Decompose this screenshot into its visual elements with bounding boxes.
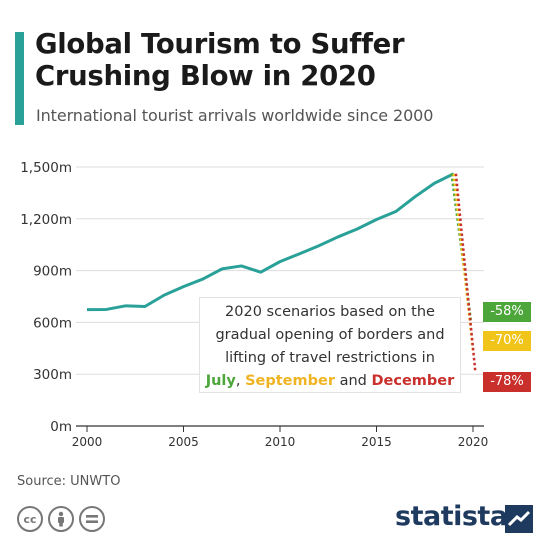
x-tick-label: 2010	[265, 435, 296, 449]
source-label: Source: UNWTO	[17, 474, 121, 489]
y-tick-label: 300m	[33, 367, 72, 383]
annotation-and: and	[334, 373, 372, 389]
no-derivatives-icon[interactable]	[79, 506, 105, 532]
annotation-line-2: gradual opening of borders and	[215, 327, 445, 343]
brand-logo-icon[interactable]	[505, 505, 533, 533]
y-tick-label: 900m	[33, 264, 72, 280]
scenario-september: September	[245, 373, 335, 389]
x-tick-label: 2000	[72, 435, 103, 449]
arrivals-line	[86, 172, 455, 312]
x-tick-label: 2020	[458, 435, 489, 449]
y-tick-label: 600m	[33, 315, 72, 331]
x-tick-label: 2015	[361, 435, 392, 449]
title-accent-bar	[15, 32, 24, 125]
attribution-icon[interactable]	[48, 506, 74, 532]
x-tick-label: 2005	[168, 435, 199, 449]
scenario-july: July	[205, 373, 236, 389]
chart-subtitle: International tourist arrivals worldwide…	[36, 106, 434, 125]
y-tick-label: 1,500m	[20, 160, 72, 176]
y-tick-label: 0m	[50, 419, 72, 435]
annotation-line-1: 2020 scenarios based on the	[225, 304, 435, 320]
brand-logo-text[interactable]: statista	[395, 501, 508, 532]
annotation-line-3: lifting of travel restrictions in	[225, 350, 435, 366]
license-icons: cc	[17, 506, 105, 532]
annotation-comma: ,	[235, 373, 246, 389]
scenario-annotation: 2020 scenarios based on the gradual open…	[199, 297, 461, 393]
y-tick-label: 1,200m	[20, 212, 72, 228]
cc-icon[interactable]: cc	[17, 506, 43, 532]
badge-july: -58%	[483, 302, 531, 322]
badge-december: -78%	[483, 372, 531, 392]
scenario-december: December	[371, 373, 455, 389]
badge-september: -70%	[483, 331, 531, 351]
chart-title: Global Tourism to Suffer Crushing Blow i…	[35, 28, 405, 92]
annotation-line-4: July, September and December	[200, 370, 460, 393]
